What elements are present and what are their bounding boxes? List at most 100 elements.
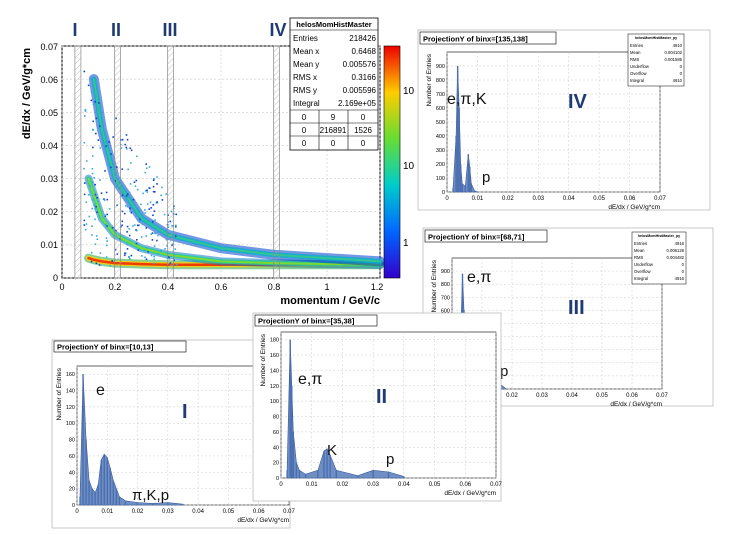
heatmap-scatter-point xyxy=(154,232,156,234)
histogram-bin xyxy=(473,190,476,192)
projection-panel-1: ProjectionY of binx=[135,138] 0 0.01 0.02 0.… xyxy=(417,29,711,211)
stats-key: Underflow xyxy=(630,64,650,69)
heatmap-scatter-point xyxy=(126,225,129,228)
x-tick-label: 0 xyxy=(445,196,449,202)
heatmap-scatter-point xyxy=(152,190,155,193)
heatmap-scatter-point xyxy=(129,257,131,260)
heatmap-scatter-point xyxy=(98,216,101,218)
histogram-bin xyxy=(85,439,87,505)
heatmap-scatter-point xyxy=(161,186,163,189)
y-tick-label: 0.01 xyxy=(40,240,58,250)
heatmap-scatter-point xyxy=(114,180,116,182)
heatmap-scatter-point xyxy=(173,259,175,262)
heatmap-scatter-point xyxy=(105,244,108,247)
main-histogram: I II III IV 0.07 0.06 0.05 0.04 0.03 0.0… xyxy=(21,17,415,307)
peak-annotation: e xyxy=(96,382,105,399)
heatmap-scatter-point xyxy=(83,70,86,73)
stats-value: 0.005596 xyxy=(343,86,377,95)
region-cut-hatch xyxy=(114,207,121,215)
peak-annotation: e,π,K xyxy=(447,91,487,108)
heatmap-scatter-point xyxy=(106,240,108,242)
histogram-bin xyxy=(459,164,462,192)
heatmap-scatter-point xyxy=(151,232,154,234)
heatmap-scatter-point xyxy=(97,102,100,104)
panel-title: ProjectionY of binx=[35,38] xyxy=(258,317,355,326)
region-cut-hatch xyxy=(273,273,280,281)
region-cut-hatch xyxy=(273,177,280,185)
y-tick-label: 100 xyxy=(270,399,279,405)
x-tick-label: 0.05 xyxy=(596,393,608,399)
histogram-bin xyxy=(152,503,154,505)
heatmap-scatter-point xyxy=(125,148,128,150)
heatmap-scatter-point xyxy=(152,214,154,217)
y-tick-label: 0.07 xyxy=(40,42,58,52)
heatmap-scatter-point xyxy=(136,238,138,241)
heatmap-scatter-point xyxy=(153,245,156,247)
region-cut-hatch xyxy=(114,201,121,209)
heatmap-scatter-point xyxy=(130,149,133,152)
x-tick-label: 0.03 xyxy=(162,509,174,515)
heatmap-scatter-point xyxy=(83,193,86,196)
region-cut-hatch xyxy=(273,57,280,65)
x-tick-label: 0.06 xyxy=(459,482,471,488)
heatmap-scatter-point xyxy=(105,237,108,239)
region-label-1: I xyxy=(72,20,77,40)
heatmap-scatter-point xyxy=(104,223,107,226)
region-cut-hatch xyxy=(273,135,280,143)
heatmap-scatter-point xyxy=(169,262,172,265)
heatmap-scatter-point xyxy=(91,234,93,236)
x-tick-label: 0.02 xyxy=(506,393,518,399)
heatmap-scatter-point xyxy=(95,235,98,237)
peak-annotation: p xyxy=(482,169,490,186)
y-tick-label: 0.02 xyxy=(40,207,58,217)
heatmap-scatter-point xyxy=(171,243,174,245)
region-cut-hatch xyxy=(273,189,280,197)
heatmap-scatter-point xyxy=(151,221,154,223)
heatmap-scatter-point xyxy=(145,235,148,237)
peak-annotation: e,π xyxy=(298,371,322,388)
heatmap-scatter-point xyxy=(98,264,101,266)
histogram-bin xyxy=(464,186,466,192)
y-tick-label: 80 xyxy=(273,415,279,421)
heatmap-scatter-point xyxy=(165,193,168,195)
y-tick-label: 120 xyxy=(66,405,75,411)
region-cut-II xyxy=(114,45,122,279)
heatmap-scatter-point xyxy=(91,225,93,228)
heatmap-scatter-point xyxy=(132,198,135,201)
region-cut-hatch xyxy=(74,63,82,71)
heatmap-scatter-point xyxy=(94,193,97,196)
panel-title-box xyxy=(53,340,187,353)
region-cut-hatch xyxy=(273,105,280,113)
x-tick-label: 0.04 xyxy=(192,509,204,515)
heatmap-scatter-point xyxy=(114,248,117,251)
heatmap-scatter-point xyxy=(125,195,128,197)
heatmap-scatter-point xyxy=(94,208,96,210)
projection-panel-4: ProjectionY of binx=[35,38] 0 0.01 0.02 0.03… xyxy=(252,312,502,502)
histogram-bin xyxy=(461,183,463,192)
region-cut-hatch xyxy=(114,51,121,59)
heatmap-scatter-point xyxy=(109,264,112,267)
heatmap-scatter-point xyxy=(93,176,95,179)
region-label-4: IV xyxy=(269,20,286,40)
heatmap-scatter-point xyxy=(147,251,149,253)
peak-annotation: p xyxy=(386,451,394,468)
region-cut-hatch xyxy=(74,45,82,53)
heatmap-scatter-point xyxy=(129,183,132,185)
heatmap-scatter-point xyxy=(125,134,128,136)
region-cut-hatch xyxy=(167,249,174,257)
region-cut-hatch xyxy=(74,201,82,209)
region-cut-hatch xyxy=(273,165,280,173)
region-cut-hatch xyxy=(74,117,82,125)
heatmap-scatter-point xyxy=(83,141,86,144)
region-cut-hatch xyxy=(167,111,174,119)
stats-value: 0 xyxy=(680,64,683,69)
heatmap-scatter-point xyxy=(87,194,90,196)
heatmap-scatter-point xyxy=(148,166,151,168)
region-cut-hatch xyxy=(167,189,174,197)
histogram-bin xyxy=(357,475,359,478)
stats-grid-cell: 0 xyxy=(302,126,307,135)
heatmap-scatter-point xyxy=(146,203,149,205)
y-tick-label: 200 xyxy=(436,162,445,168)
panel-region-label: I xyxy=(182,401,188,423)
region-cut-hatch xyxy=(74,165,82,173)
